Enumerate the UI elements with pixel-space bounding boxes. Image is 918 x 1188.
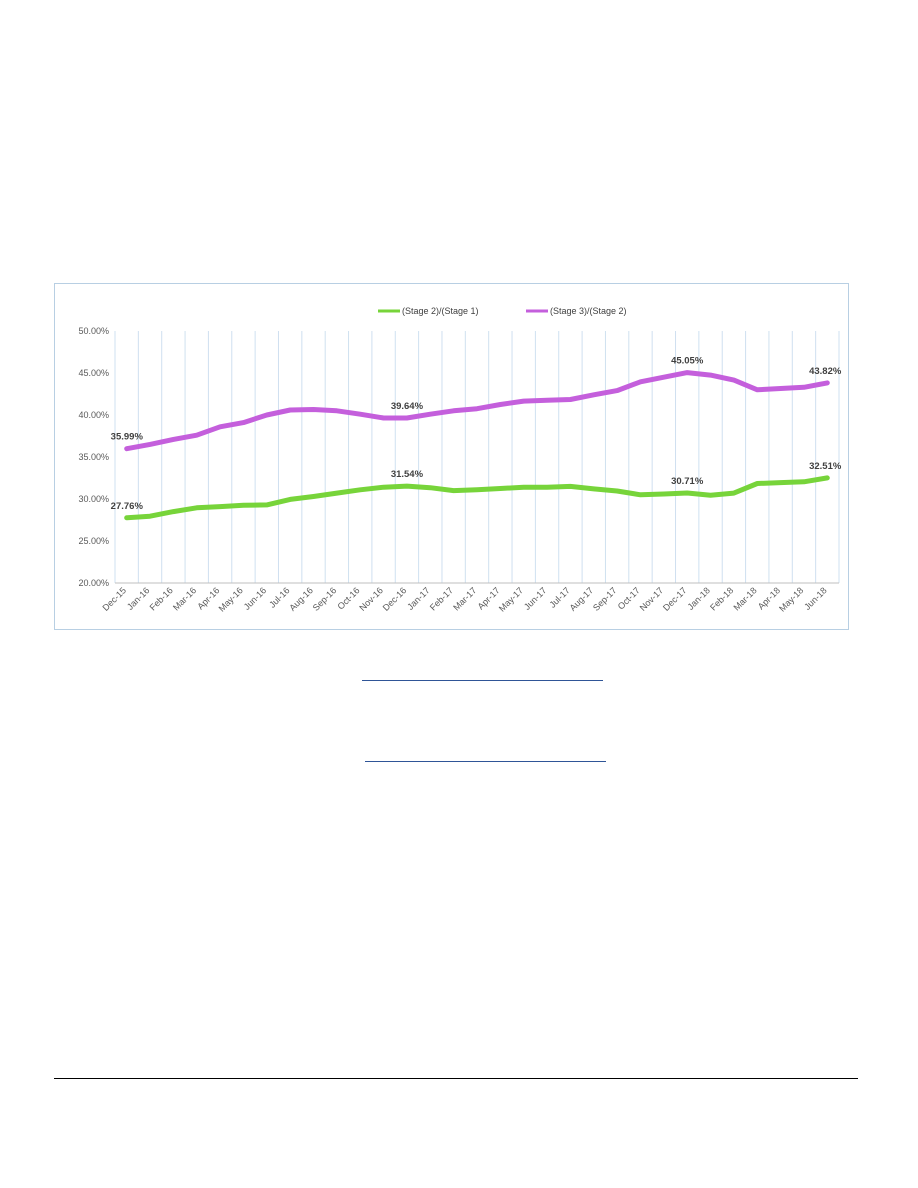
x-tick-label: Jun-16 (242, 585, 269, 612)
x-tick-label: Jun-18 (802, 585, 829, 612)
x-tick-label: Oct-16 (335, 585, 361, 611)
x-tick-label: Jan-18 (685, 585, 712, 612)
legend-label-1: (Stage 2)/(Stage 1) (402, 306, 479, 316)
data-label: 39.64% (391, 401, 424, 412)
line-chart: 20.00% 25.00% 30.00% 35.00% 40.00% 45.00% 50.0… (78, 306, 842, 614)
footer-rule (54, 1078, 858, 1079)
x-tick-label: Mar-16 (171, 585, 198, 612)
data-label: 31.54% (391, 469, 424, 480)
y-tick-label: 20.00% (78, 578, 109, 588)
axis-layer: 20.00% 25.00% 30.00% 35.00% 40.00% 45.00% 50.0… (78, 326, 839, 614)
legend-label-2: (Stage 3)/(Stage 2) (550, 306, 627, 316)
label-layer: 27.76% 31.54% 30.71% 32.51% 35.99% 39.64% 45.0… (111, 356, 842, 512)
x-tick-label: Nov-16 (357, 585, 385, 613)
x-tick-label: Jun-17 (522, 585, 549, 612)
y-tick-label: 30.00% (78, 494, 109, 504)
series-line-1 (124, 475, 830, 521)
x-tick-label: Dec-15 (101, 585, 129, 613)
link-underline-2 (365, 761, 606, 762)
x-tick-label: Dec-17 (661, 585, 689, 613)
data-label: 32.51% (809, 461, 842, 472)
x-tick-label: Mar-18 (731, 585, 758, 612)
y-tick-label: 25.00% (78, 536, 109, 546)
x-tick-label: Sep-16 (311, 585, 339, 613)
x-tick-label: May-17 (497, 585, 525, 613)
x-tick-label: May-18 (777, 585, 805, 613)
link-underline-1 (362, 680, 603, 681)
y-tick-label: 50.00% (78, 326, 109, 336)
chart-frame: 20.00% 25.00% 30.00% 35.00% 40.00% 45.00% 50.0… (54, 283, 849, 630)
x-tick-label: Jan-17 (405, 585, 432, 612)
legend: (Stage 2)/(Stage 1) (Stage 3)/(Stage 2) (378, 306, 627, 316)
data-label: 43.82% (809, 366, 842, 377)
x-tick-label: Feb-18 (708, 585, 735, 612)
y-tick-label: 35.00% (78, 452, 109, 462)
data-label: 45.05% (671, 356, 704, 367)
series-line-2 (124, 370, 830, 452)
data-label: 30.71% (671, 476, 704, 487)
x-tick-label: May-16 (217, 585, 245, 613)
x-tick-label: Dec-16 (381, 585, 409, 613)
series-layer (124, 370, 830, 521)
x-tick-label: Feb-16 (148, 585, 175, 612)
y-tick-label: 40.00% (78, 410, 109, 420)
y-tick-label: 45.00% (78, 368, 109, 378)
x-tick-label: Aug-16 (287, 585, 315, 613)
grid-layer (114, 331, 840, 583)
x-tick-label: Feb-17 (428, 585, 455, 612)
x-tick-label: Jan-16 (125, 585, 152, 612)
x-tick-label: Aug-17 (568, 585, 596, 613)
x-tick-label: Sep-17 (591, 585, 619, 613)
x-tick-label: Mar-17 (451, 585, 478, 612)
x-tick-label: Oct-17 (616, 585, 642, 611)
data-label: 35.99% (111, 432, 144, 443)
data-label: 27.76% (111, 501, 144, 512)
x-tick-label: Nov-17 (638, 585, 666, 613)
